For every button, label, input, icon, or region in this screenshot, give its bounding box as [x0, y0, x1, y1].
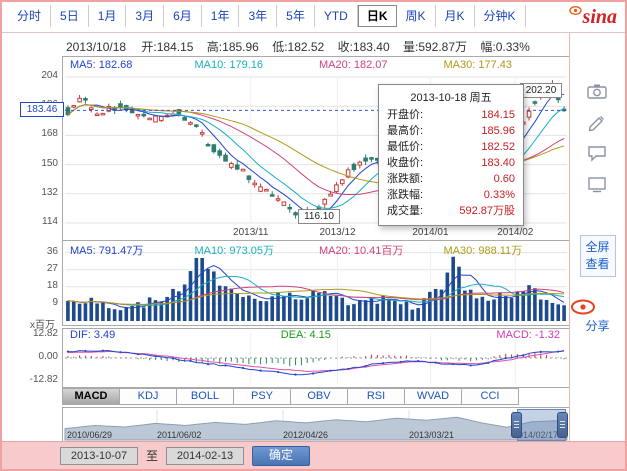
- tab-monthly-k[interactable]: 月K: [436, 5, 475, 27]
- tab-1m[interactable]: 1月: [89, 5, 127, 27]
- svg-text:2014/01: 2014/01: [412, 227, 449, 238]
- volume-tick: 27: [46, 263, 58, 274]
- ind-tab-cci[interactable]: CCI: [461, 388, 519, 405]
- info-date: 2013/10/18: [66, 40, 127, 54]
- tab-ytd[interactable]: YTD: [315, 5, 358, 27]
- indicator-tabs: MACD KDJ BOLL PSY OBV RSI WVAD CCI: [62, 388, 519, 405]
- tab-5y[interactable]: 5年: [277, 5, 315, 27]
- sina-eye-icon: [568, 6, 582, 16]
- range-navigator[interactable]: 2010/06/29 2011/06/02 2012/04/26 2013/03…: [62, 407, 570, 443]
- macd-chart[interactable]: [62, 328, 570, 388]
- window-icon[interactable]: [587, 175, 609, 197]
- macd-tick: -12.82: [29, 374, 58, 385]
- share-label: 分享: [585, 319, 610, 333]
- candle-tooltip: 2013-10-18 周五 开盘价: 184.15 最高价: 185.96 最低价:…: [378, 84, 524, 226]
- price-tick: 168: [41, 128, 58, 139]
- price-tick: 114: [42, 216, 58, 227]
- low-price-marker: 116.10: [298, 209, 340, 224]
- tooltip-row: 涨跌额: 0.60: [387, 173, 515, 185]
- ind-tab-rsi[interactable]: RSI: [347, 388, 405, 405]
- range-handle-left[interactable]: [511, 412, 522, 438]
- tab-minute-k[interactable]: 分钟K: [475, 5, 526, 27]
- svg-text:2013/11: 2013/11: [233, 227, 269, 238]
- macd-tick: 12.82: [32, 328, 58, 339]
- period-tabs: 分时 5日 1月 3月 6月 1年 3年 5年 YTD 日K 周K 月K 分钟K: [8, 5, 526, 27]
- nav-date: 2012/04/26: [283, 430, 329, 440]
- tab-3y[interactable]: 3年: [239, 5, 278, 27]
- price-tick: 204: [41, 70, 58, 81]
- ind-tab-wvad[interactable]: WVAD: [404, 388, 462, 405]
- fullscreen-button[interactable]: 全屏查看: [579, 235, 616, 277]
- ind-tab-psy[interactable]: PSY: [233, 388, 291, 405]
- volume-tick: 36: [46, 246, 58, 257]
- tab-1y[interactable]: 1年: [202, 5, 240, 27]
- tab-fenshi[interactable]: 分时: [8, 5, 52, 27]
- sina-logo[interactable]: sina: [568, 4, 617, 30]
- sina-logo-text: sina: [582, 6, 617, 28]
- date-range-bar: 至 确定: [2, 441, 625, 469]
- period-tab-bar: 分时 5日 1月 3月 6月 1年 3年 5年 YTD 日K 周K 月K 分钟K…: [2, 2, 625, 33]
- tab-daily-k[interactable]: 日K: [357, 5, 397, 27]
- ind-tab-boll[interactable]: BOLL: [176, 388, 234, 405]
- nav-date: 2011/06/02: [157, 430, 202, 440]
- tooltip-title: 2013-10-18 周五: [410, 92, 492, 104]
- nav-date: 2013/03/21: [409, 430, 455, 440]
- ind-tab-obv[interactable]: OBV: [290, 388, 348, 405]
- volume-tick: 18: [46, 280, 58, 291]
- confirm-button[interactable]: 确定: [252, 445, 311, 466]
- share-button[interactable]: 分享: [570, 299, 625, 334]
- macd-tick: 0.00: [38, 351, 58, 362]
- nav-date: 2014/02/17: [513, 430, 559, 440]
- tooltip-row: 最低价: 182.52: [387, 141, 515, 153]
- tab-3m[interactable]: 3月: [126, 5, 165, 27]
- tab-6m[interactable]: 6月: [164, 5, 202, 27]
- end-date-input[interactable]: [166, 446, 245, 465]
- info-close: 收:183.40: [337, 40, 390, 54]
- weibo-eye-icon: [570, 299, 625, 315]
- price-tick: 132: [41, 187, 58, 198]
- info-change: 幅:0.33%: [480, 40, 530, 54]
- info-high: 高:185.96: [206, 40, 259, 54]
- svg-text:2013/12: 2013/12: [320, 227, 357, 238]
- tooltip-row: 收盘价: 183.40: [387, 157, 515, 169]
- comment-icon[interactable]: [587, 144, 609, 166]
- svg-text:2014/02: 2014/02: [497, 227, 534, 238]
- tooltip-row: 最高价: 185.96: [387, 125, 515, 137]
- current-price-label: 183.46: [20, 102, 64, 117]
- camera-icon[interactable]: [586, 82, 609, 104]
- tab-weekly-k[interactable]: 周K: [397, 5, 436, 27]
- info-volume: 量:592.87万: [402, 40, 468, 54]
- range-separator: 至: [146, 449, 159, 463]
- high-price-marker: 202.20: [520, 83, 562, 98]
- info-low: 低:182.52: [272, 40, 325, 54]
- side-toolbar: 全屏查看 分享: [569, 32, 625, 441]
- volume-tick: 9: [52, 297, 58, 308]
- ind-tab-kdj[interactable]: KDJ: [119, 388, 177, 405]
- start-date-input[interactable]: [60, 446, 138, 465]
- ind-tab-macd[interactable]: MACD: [62, 388, 120, 405]
- ohlc-info-bar: 2013/10/18 开:184.15 高:185.96 低:182.52 收:…: [66, 38, 540, 55]
- range-handle-right[interactable]: [557, 412, 568, 438]
- nav-date: 2010/06/29: [67, 430, 113, 440]
- tooltip-row: 开盘价: 184.15: [387, 109, 515, 121]
- price-tick: 150: [41, 158, 58, 169]
- tooltip-row: 涨跌幅: 0.33%: [387, 189, 515, 201]
- pencil-icon[interactable]: [587, 113, 609, 135]
- volume-chart[interactable]: [62, 240, 570, 326]
- tab-5d[interactable]: 5日: [51, 5, 89, 27]
- volume-unit-label: x百万: [30, 320, 55, 331]
- tooltip-row: 成交量: 592.87万股: [387, 205, 515, 217]
- info-open: 开:184.15: [141, 40, 194, 54]
